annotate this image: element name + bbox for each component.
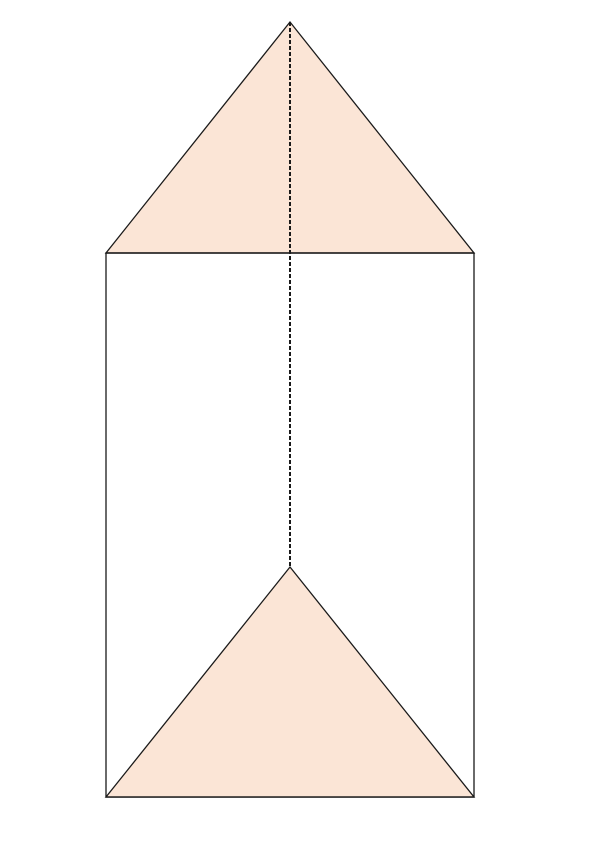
bottom-triangle-face: [104, 565, 476, 798]
